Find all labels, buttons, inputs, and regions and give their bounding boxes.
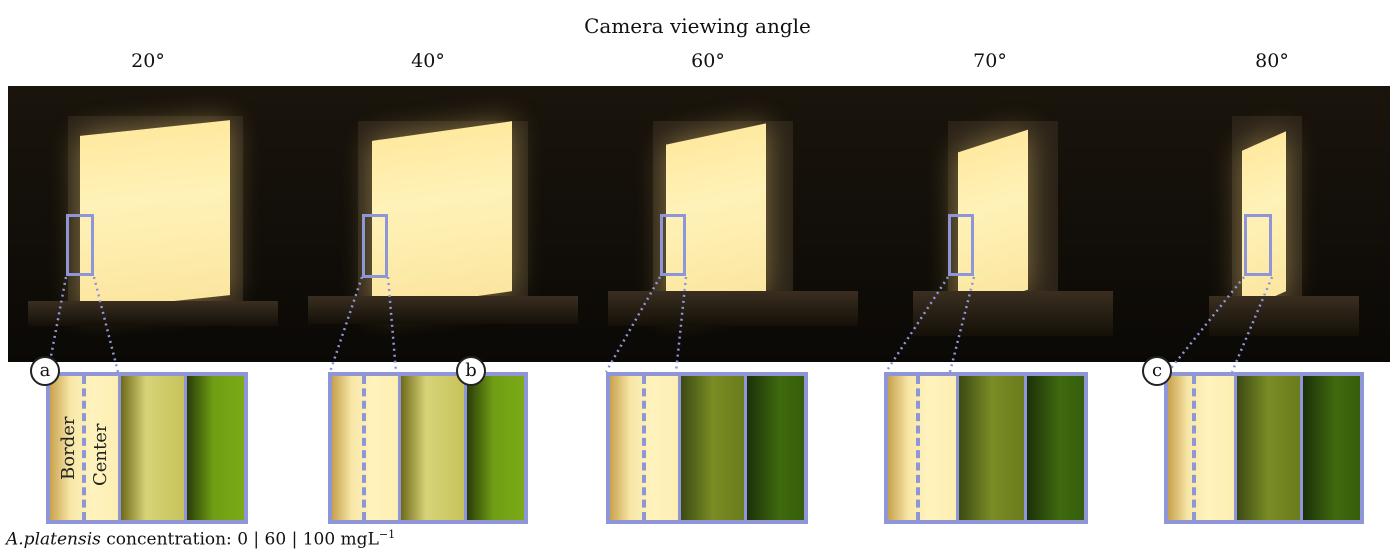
photo-80deg: [1204, 86, 1390, 362]
strip-60-mgl: [956, 376, 1024, 520]
zoom-panel-70: [884, 372, 1088, 524]
zoom-panel-80: [1164, 372, 1364, 524]
strip-100-mgl: [1300, 376, 1360, 520]
border-center-divider: [1192, 376, 1196, 520]
photo-20deg: [8, 86, 288, 362]
strip-60-mgl: [678, 376, 744, 520]
roi-box-80: [1244, 214, 1272, 276]
zoom-panel-40: [328, 372, 528, 524]
zoom-panel-20: Border Center: [46, 372, 248, 524]
angle-label-40: 40°: [411, 50, 445, 72]
species-name: A.platensis: [6, 529, 101, 550]
strip-0-mgl: [888, 376, 956, 520]
center-label: Center: [90, 423, 111, 486]
badge-b: b: [456, 356, 486, 386]
border-center-divider: [642, 376, 646, 520]
roi-box-60: [660, 214, 686, 276]
photo-40deg: [288, 86, 598, 362]
concentration-caption: A.platensis concentration: 0 | 60 | 100 …: [6, 528, 395, 550]
angle-label-60: 60°: [691, 50, 725, 72]
strip-60-mgl: [398, 376, 464, 520]
photo-70deg: [898, 86, 1204, 362]
roi-box-20: [66, 214, 94, 276]
strip-100-mgl: [184, 376, 244, 520]
photo-60deg: [598, 86, 898, 362]
zoom-panel-60: [606, 372, 808, 524]
figure-title: Camera viewing angle: [584, 14, 811, 38]
angle-label-80: 80°: [1255, 50, 1289, 72]
strip-0-mgl: [1168, 376, 1234, 520]
strip-100-mgl: [464, 376, 524, 520]
strip-60-mgl: [1234, 376, 1300, 520]
border-center-divider: [82, 376, 86, 520]
angle-label-20: 20°: [131, 50, 165, 72]
border-label: Border: [58, 416, 79, 480]
badge-a: a: [30, 356, 60, 386]
strip-60-mgl: [118, 376, 184, 520]
roi-box-70: [948, 214, 974, 276]
caption-text: concentration: 0 | 60 | 100 mgL: [100, 529, 379, 550]
strip-100-mgl: [1024, 376, 1084, 520]
unit-exponent: −1: [378, 528, 396, 541]
angle-label-70: 70°: [973, 50, 1007, 72]
badge-c: c: [1142, 356, 1172, 386]
border-center-divider: [916, 376, 920, 520]
roi-box-40: [362, 214, 388, 278]
border-center-divider: [362, 376, 366, 520]
strip-100-mgl: [744, 376, 804, 520]
